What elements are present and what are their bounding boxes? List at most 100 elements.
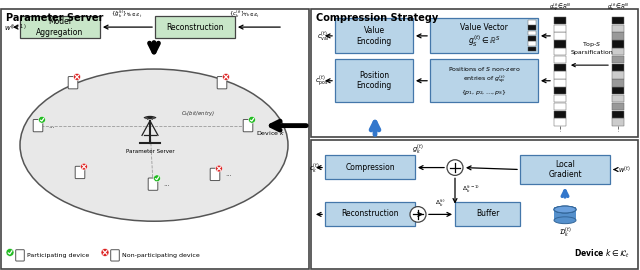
Circle shape (410, 207, 426, 222)
FancyBboxPatch shape (612, 72, 624, 79)
FancyBboxPatch shape (520, 155, 610, 184)
FancyBboxPatch shape (16, 250, 24, 261)
FancyBboxPatch shape (335, 59, 413, 102)
Text: $w^{(t+1)}$: $w^{(t+1)}$ (4, 22, 26, 33)
FancyBboxPatch shape (612, 56, 624, 63)
FancyBboxPatch shape (554, 56, 566, 63)
Text: $C_k$(bit/entry): $C_k$(bit/entry) (181, 109, 215, 119)
FancyBboxPatch shape (210, 168, 220, 181)
Text: Model
Aggregation: Model Aggregation (36, 17, 84, 37)
FancyBboxPatch shape (20, 16, 100, 38)
FancyBboxPatch shape (612, 32, 624, 40)
Text: Parameter Server: Parameter Server (125, 149, 174, 154)
FancyBboxPatch shape (554, 40, 566, 48)
Circle shape (447, 160, 463, 176)
Text: $g_k^{(t)}$: $g_k^{(t)}$ (412, 142, 424, 156)
Text: Non-participating device: Non-participating device (122, 253, 200, 258)
FancyBboxPatch shape (148, 178, 158, 190)
FancyBboxPatch shape (430, 18, 538, 53)
FancyBboxPatch shape (325, 155, 415, 179)
Ellipse shape (20, 69, 288, 221)
Text: $\{c_k^{(t)}\}_{\forall k \in \mathcal{K}_t}$: $\{c_k^{(t)}\}_{\forall k \in \mathcal{K… (230, 9, 260, 20)
FancyBboxPatch shape (612, 110, 624, 118)
Text: Top-$S$
Sparsification: Top-$S$ Sparsification (571, 40, 613, 55)
Text: Value Vector
$g_S^{(t)}\in\mathbb{R}^S$: Value Vector $g_S^{(t)}\in\mathbb{R}^S$ (460, 23, 508, 49)
Circle shape (6, 249, 14, 256)
FancyBboxPatch shape (612, 64, 624, 71)
Text: $\{\hat{g}_k^{(t)}\}_{\forall k \in \mathcal{K}_t}$: $\{\hat{g}_k^{(t)}\}_{\forall k \in \mat… (111, 9, 143, 20)
FancyBboxPatch shape (1, 9, 309, 269)
Text: Position
Encoding: Position Encoding (356, 71, 392, 90)
FancyBboxPatch shape (554, 95, 566, 102)
FancyBboxPatch shape (554, 103, 566, 110)
FancyBboxPatch shape (612, 48, 624, 55)
FancyBboxPatch shape (612, 40, 624, 48)
Text: Positions of $S$ non-zero
entries of $g_{\rm sp}^{(t)}$
$\{p_1,p_2,\ldots,p_S\}$: Positions of $S$ non-zero entries of $g_… (447, 65, 520, 97)
FancyBboxPatch shape (311, 140, 638, 269)
FancyBboxPatch shape (554, 118, 566, 126)
FancyBboxPatch shape (554, 207, 576, 220)
FancyBboxPatch shape (217, 77, 227, 89)
Text: $c_k^{(t)}$: $c_k^{(t)}$ (309, 161, 320, 174)
FancyBboxPatch shape (528, 20, 536, 25)
Text: Parameter Server: Parameter Server (6, 14, 104, 23)
FancyBboxPatch shape (612, 17, 624, 24)
Circle shape (74, 73, 81, 80)
FancyBboxPatch shape (325, 202, 415, 226)
Text: $\mathcal{D}_k^{(t)}$: $\mathcal{D}_k^{(t)}$ (559, 225, 572, 239)
Ellipse shape (554, 206, 576, 213)
FancyBboxPatch shape (554, 64, 566, 71)
FancyBboxPatch shape (335, 18, 413, 53)
FancyBboxPatch shape (111, 250, 119, 261)
Text: Compression: Compression (345, 163, 395, 171)
Circle shape (248, 116, 255, 123)
Text: Value
Encoding: Value Encoding (356, 26, 392, 46)
Text: $c_{\rm val}^{(t)}$: $c_{\rm val}^{(t)}$ (317, 29, 329, 43)
FancyBboxPatch shape (612, 95, 624, 102)
Text: Device $k$: Device $k$ (256, 129, 285, 137)
FancyBboxPatch shape (554, 25, 566, 32)
Text: ...: ... (225, 171, 232, 177)
Text: Compression Strategy: Compression Strategy (316, 14, 438, 23)
Text: Buffer: Buffer (476, 210, 499, 218)
FancyBboxPatch shape (554, 87, 566, 94)
FancyBboxPatch shape (33, 120, 43, 132)
FancyBboxPatch shape (612, 25, 624, 32)
Circle shape (38, 116, 45, 123)
Text: Local
Gradient: Local Gradient (548, 160, 582, 179)
FancyBboxPatch shape (76, 166, 84, 178)
Text: Participating device: Participating device (27, 253, 89, 258)
Circle shape (101, 249, 109, 256)
FancyBboxPatch shape (554, 79, 566, 87)
Text: ...: ... (48, 123, 55, 129)
FancyBboxPatch shape (528, 41, 536, 46)
Text: $\Delta_k^{(t)}$: $\Delta_k^{(t)}$ (435, 197, 445, 208)
FancyBboxPatch shape (554, 17, 566, 24)
FancyBboxPatch shape (612, 79, 624, 87)
Text: Device $k\in\mathcal{K}_t$: Device $k\in\mathcal{K}_t$ (574, 248, 630, 260)
Circle shape (154, 175, 161, 182)
FancyBboxPatch shape (243, 120, 253, 132)
Text: ...: ... (163, 181, 170, 187)
FancyBboxPatch shape (455, 202, 520, 226)
Text: $g_k^{(t)}\!\in\!\mathbb{R}^N$: $g_k^{(t)}\!\in\!\mathbb{R}^N$ (607, 2, 629, 14)
FancyBboxPatch shape (612, 118, 624, 126)
FancyBboxPatch shape (155, 16, 235, 38)
FancyBboxPatch shape (554, 110, 566, 118)
Text: $w^{(t)}$: $w^{(t)}$ (618, 164, 631, 175)
FancyBboxPatch shape (528, 25, 536, 30)
FancyBboxPatch shape (68, 77, 78, 89)
Text: Reconstruction: Reconstruction (341, 210, 399, 218)
FancyBboxPatch shape (612, 103, 624, 110)
Text: $c_{\rm pos}^{(t)}$: $c_{\rm pos}^{(t)}$ (316, 73, 329, 88)
FancyBboxPatch shape (430, 59, 538, 102)
FancyBboxPatch shape (612, 87, 624, 94)
Ellipse shape (554, 206, 576, 213)
Ellipse shape (554, 206, 576, 213)
Text: Reconstruction: Reconstruction (166, 23, 224, 32)
Circle shape (216, 165, 223, 172)
FancyBboxPatch shape (528, 36, 536, 41)
Text: $\Delta_k^{(t-1)}$: $\Delta_k^{(t-1)}$ (462, 183, 480, 195)
Ellipse shape (554, 217, 576, 224)
FancyBboxPatch shape (554, 48, 566, 55)
